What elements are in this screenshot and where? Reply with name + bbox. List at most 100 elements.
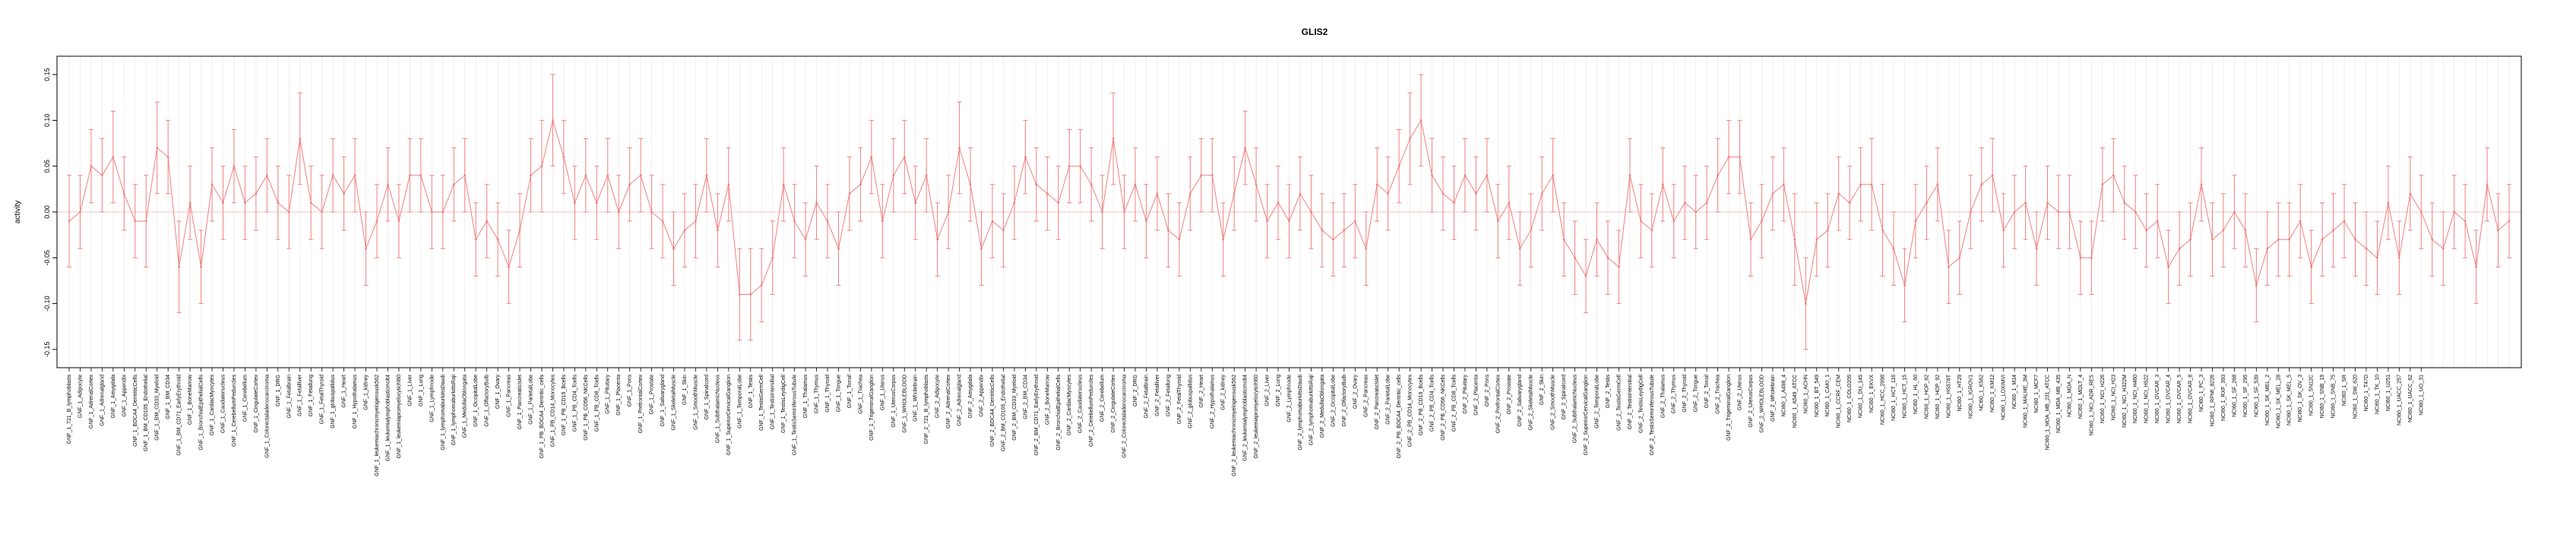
x-tick-label: GNF_1_PB_CD19_Bcells [562, 375, 567, 436]
data-point [925, 174, 928, 177]
data-point [1540, 192, 1543, 195]
x-tick-label: GNF_1_Lung [419, 375, 424, 406]
x-tick-label: GNF_2_Fetalliver [1155, 374, 1160, 416]
data-point [815, 201, 818, 204]
x-tick-label: NCI60_1_SK_MEL_5 [2287, 375, 2293, 425]
data-point [90, 165, 93, 168]
data-point [1134, 183, 1137, 186]
data-point [958, 147, 960, 149]
x-tick-label: GNF_2_Thymus [1672, 375, 1677, 414]
x-tick-label: GNF_1_FetalThyroid [320, 375, 325, 424]
data-point [1255, 183, 1258, 186]
x-tick-label: GNF_1_Ovary [495, 375, 501, 409]
data-point [2299, 220, 2302, 223]
x-tick-label: GNF_1_CingulateCortex [254, 375, 259, 433]
data-point [639, 174, 642, 177]
data-point [1705, 201, 1708, 204]
x-tick-label: NCI60_1_HOP_62 [1924, 375, 1929, 419]
data-point [1969, 210, 1972, 213]
x-tick-label: GNF_2_Prostate [1507, 375, 1512, 415]
x-tick-label: NCI60_1_OVCAR_3 [2155, 375, 2160, 423]
data-point [695, 220, 697, 223]
x-tick-label: GNF_2_PB_CD56_NKCells [1441, 375, 1446, 441]
x-tick-label: GNF_1_BM_CD34 [166, 375, 171, 419]
x-tick-label: GNF_1_Lymphnode [429, 375, 435, 422]
data-point [595, 201, 598, 204]
x-tick-label: GNF_1_AdrenalCortex [89, 375, 94, 429]
data-point [2178, 247, 2181, 250]
data-point [331, 174, 334, 177]
y-tick-label: 0.05 [43, 160, 51, 173]
x-tick-label: NCI60_1_NCI_H460 [2133, 375, 2138, 423]
x-tick-label: NCI60_1_UACC_257 [2397, 375, 2402, 425]
data-point [727, 183, 730, 186]
data-point [486, 220, 489, 223]
data-point [530, 174, 532, 177]
data-point [1991, 174, 1994, 177]
data-point [2002, 229, 2005, 232]
x-tick-label: GNF_1_Thyroid [825, 375, 831, 413]
x-tick-label: GNF_1_TestisGermCell [759, 375, 764, 431]
x-tick-label: GNF_1_lymphomaburkittsDaudi [441, 375, 446, 451]
data-point [1266, 220, 1268, 223]
x-tick-label: GNF_2_Lung [1276, 375, 1281, 406]
data-point [2035, 247, 2038, 250]
x-tick-label: GNF_2_Trachea [1716, 375, 1721, 414]
data-point [1958, 256, 1961, 259]
x-tick-label: NCI60_1_LOXIMVI [2002, 375, 2007, 420]
data-point [1661, 183, 1664, 186]
data-point [2211, 238, 2214, 241]
data-point [782, 183, 785, 186]
x-tick-label: GNF_2_BDCA4_DentriticCells [990, 375, 995, 447]
data-point [1353, 220, 1356, 223]
data-point [464, 174, 467, 177]
data-point [2046, 201, 2049, 204]
data-point [661, 220, 664, 223]
data-point [1837, 192, 1840, 195]
x-tick-label: GNF_1_TemporalLobe [737, 375, 742, 428]
data-point [1090, 183, 1093, 186]
data-point [1826, 229, 1829, 232]
x-tick-label: GNF_2_BM_CD71_EarlyErythroid [1034, 375, 1040, 456]
data-point [2112, 174, 2115, 177]
x-tick-label: GNF_2_PB_CD14_Monocytes [1408, 375, 1413, 447]
x-tick-label: NCI60_1_KM12 [1990, 375, 1995, 413]
data-point [1892, 247, 1895, 250]
data-point [1068, 165, 1071, 168]
x-tick-label: GNF_1_PB_CD14_Monocytes [550, 375, 555, 447]
data-point [1156, 192, 1159, 195]
data-point [2464, 220, 2467, 223]
x-tick-label: GNF_1_BronchialEpithelialCells [199, 375, 204, 451]
data-point [1310, 210, 1312, 213]
x-tick-label: NCI60_1_MALME_3M [2024, 375, 2029, 428]
x-tick-label: NCI60_1_DU_145 [1859, 375, 1864, 418]
data-point [1914, 220, 1917, 223]
data-point [244, 201, 246, 204]
data-point [287, 210, 290, 213]
data-point [2365, 247, 2368, 250]
x-tick-label: NCI60_1_TK_10 [2375, 375, 2380, 414]
x-tick-label: GNF_2_globuspallidus [1188, 375, 1193, 428]
data-point [2376, 256, 2378, 259]
data-point [1397, 165, 1400, 168]
x-tick-label: GNF_2_TestisGermCell [1616, 375, 1622, 431]
data-point [705, 174, 708, 177]
y-axis: -0.15 -0.10 -0.05 0.00 0.05 0.10 0.15 [43, 68, 57, 357]
x-tick-label: GNF_1_Salivarygland [660, 375, 666, 427]
x-tick-label: GNF_2_PrefrontalCortex [1495, 375, 1501, 434]
data-point [2123, 201, 2126, 204]
data-point [365, 247, 367, 250]
data-point [496, 238, 499, 241]
x-tick-label: GNF_1_UterusCorpus [891, 375, 897, 428]
x-tick-label: NCI60_1_SF_539 [2254, 375, 2259, 417]
data-point [1761, 220, 1763, 223]
x-tick-label: GNF_2_Thalamus [1660, 375, 1666, 419]
x-tick-label: GNF_2_Placenta [1473, 375, 1479, 416]
data-point [2079, 256, 2082, 259]
data-point [793, 220, 796, 223]
data-point [892, 174, 895, 177]
data-point [837, 247, 840, 250]
data-point [1683, 201, 1686, 204]
data-point [2387, 201, 2390, 204]
